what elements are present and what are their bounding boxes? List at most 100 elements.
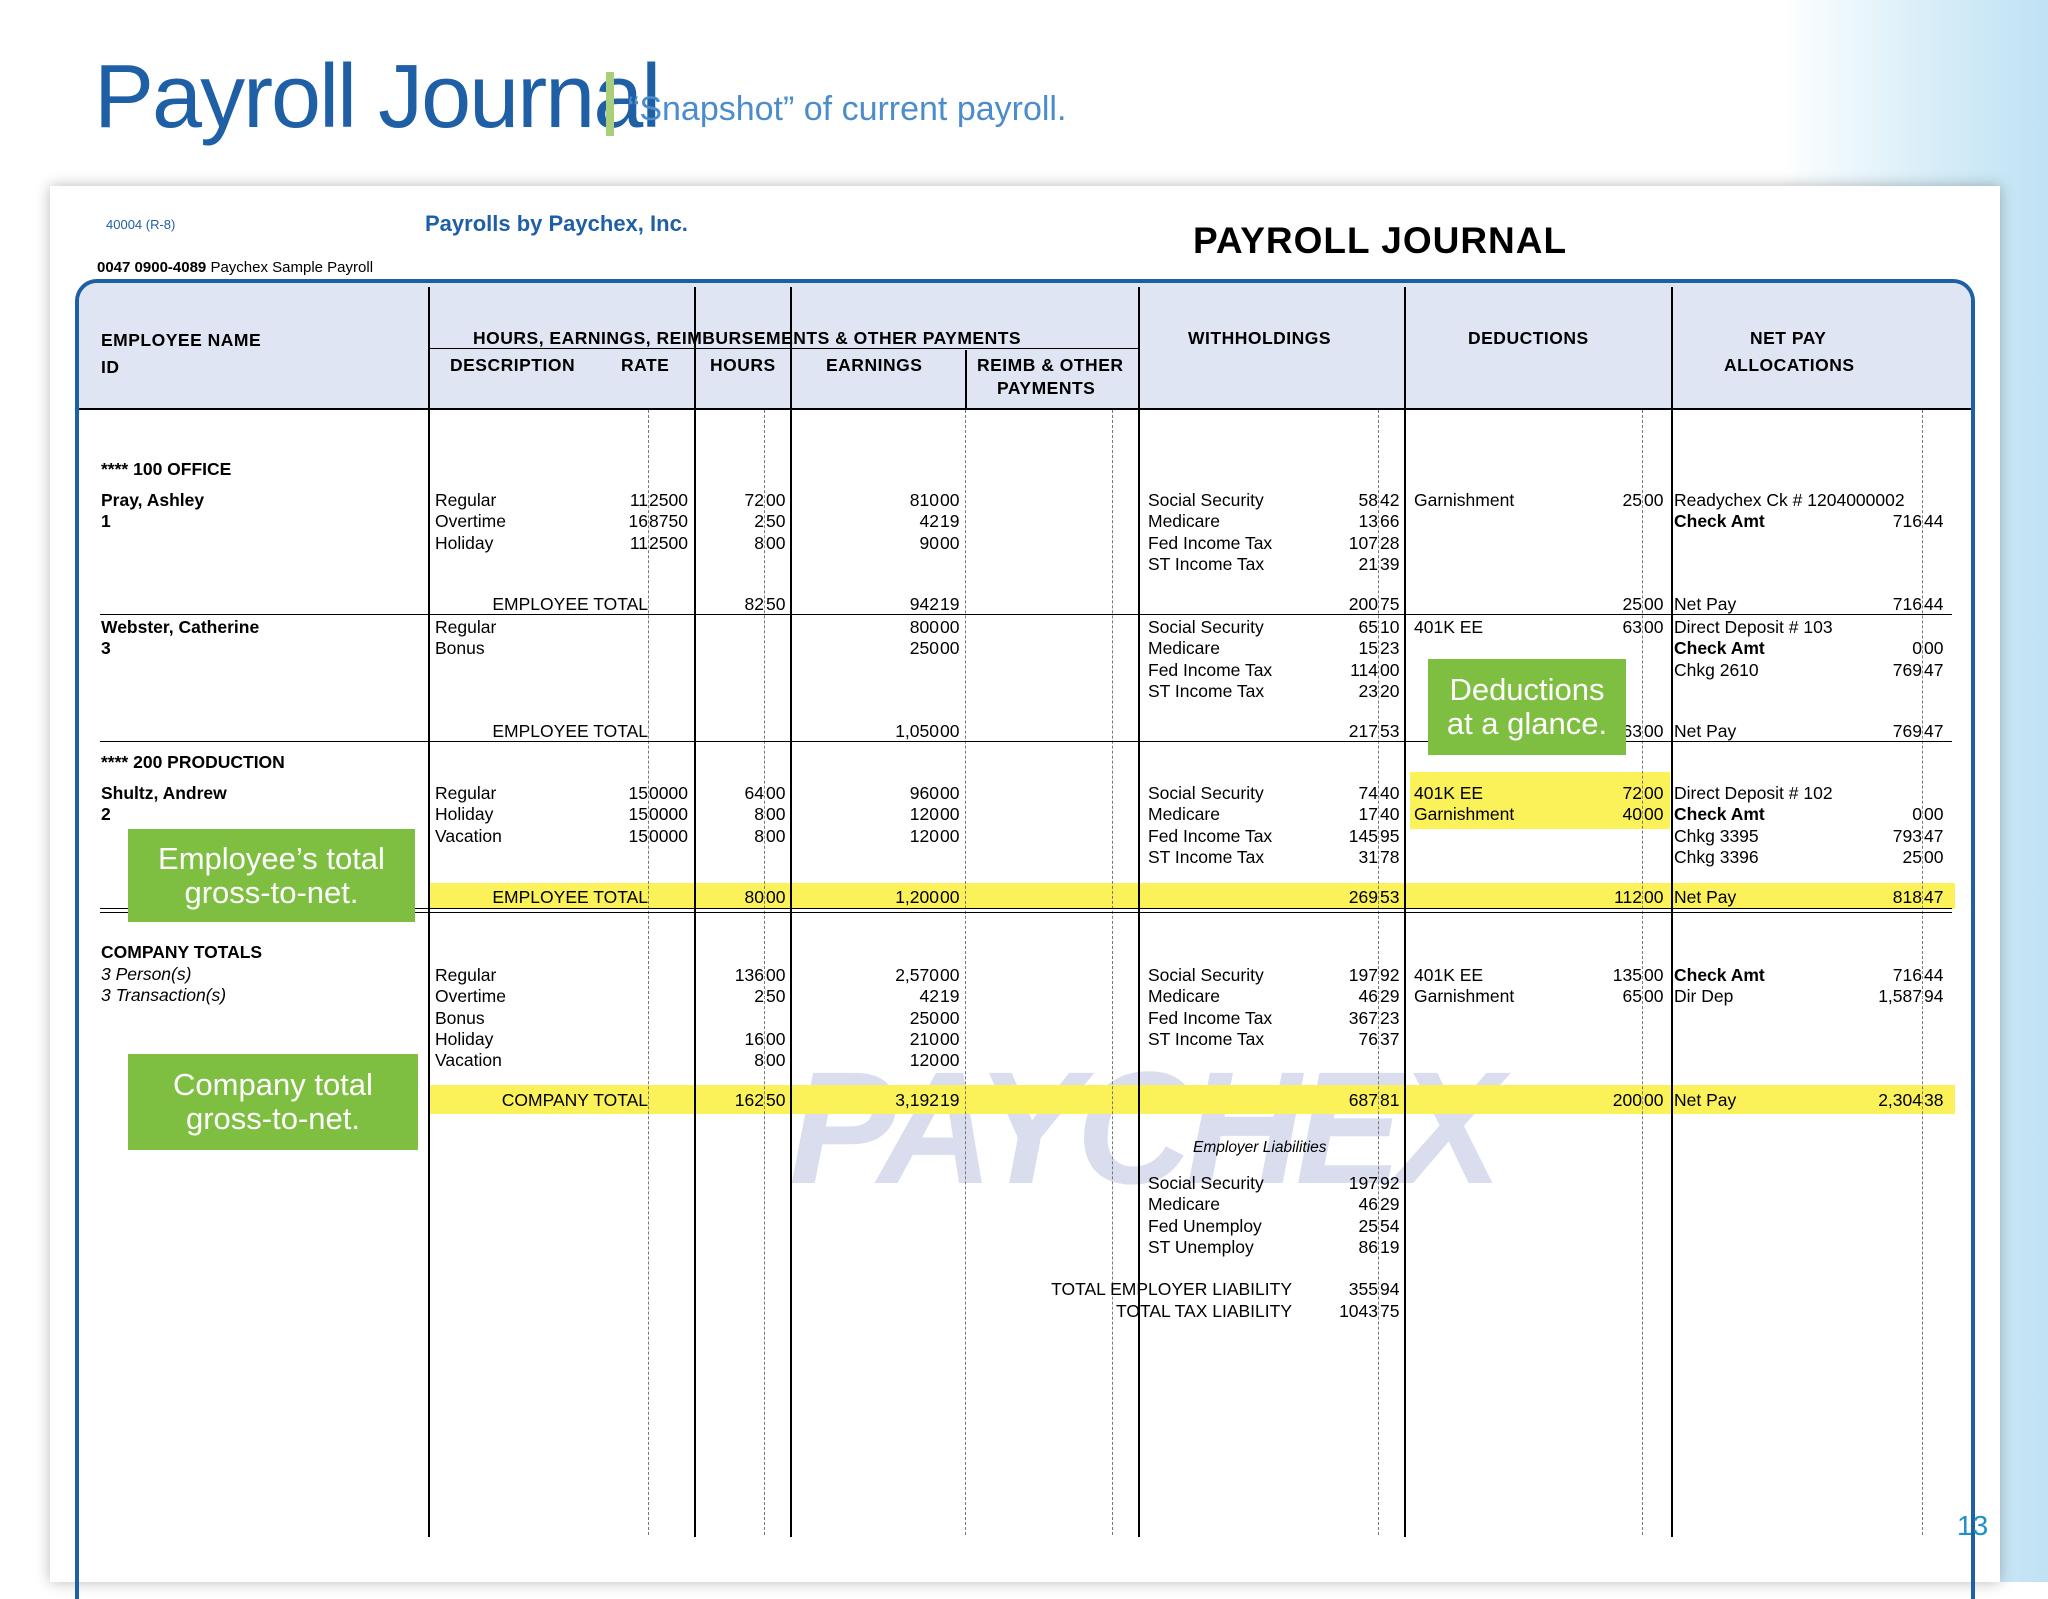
total-tax-liability-label: TOTAL TAX LIABILITY bbox=[1115, 1301, 1292, 1321]
table-header bbox=[79, 283, 1971, 410]
highlight-deductions bbox=[1410, 772, 1670, 829]
total-earnings-dec: 00 bbox=[940, 887, 960, 907]
watermark-logo: PAYCHEX bbox=[789, 1038, 1503, 1217]
header-subcolumn-rule bbox=[694, 350, 696, 410]
withholding-amount-dec: 95 bbox=[1380, 825, 1400, 846]
earning-amount-dec: 00 bbox=[940, 1050, 960, 1071]
earning-amount-dec: 00 bbox=[940, 617, 960, 637]
net-pay-allocation: Chkg 2610 bbox=[1674, 659, 1759, 680]
withholding-label: ST Income Tax bbox=[1148, 553, 1265, 574]
net-pay-allocation: Direct Deposit # 102 bbox=[1674, 783, 1833, 803]
company-total-net-pay-dec: 38 bbox=[1924, 1090, 1944, 1110]
earning-hours-int: 8 bbox=[754, 532, 764, 553]
total-earnings-dec: 19 bbox=[940, 594, 960, 614]
earning-hours-int: 136 bbox=[734, 965, 764, 985]
earning-amount-int: 2,570 bbox=[895, 965, 939, 985]
net-pay-label: Net Pay bbox=[1674, 887, 1737, 907]
withholding-amount-int: 367 bbox=[1348, 1007, 1378, 1028]
total-withholdings-int: 269 bbox=[1348, 887, 1378, 907]
earning-amount-dec: 00 bbox=[940, 783, 960, 803]
liability-amount-int: 197 bbox=[1348, 1173, 1378, 1193]
withholding-label: Social Security bbox=[1148, 783, 1264, 803]
column-header-employee-name: EMPLOYEE NAME bbox=[101, 330, 262, 350]
withholding-amount-dec: 40 bbox=[1380, 783, 1400, 803]
employee-id: 3 bbox=[101, 638, 111, 658]
net-pay-allocation: Chkg 3396 bbox=[1674, 846, 1759, 867]
callout-company-total: Company total gross-to-net. bbox=[128, 1054, 418, 1150]
total-earnings-dec: 00 bbox=[940, 721, 960, 741]
earning-amount-int: 210 bbox=[909, 1028, 939, 1049]
title-divider bbox=[606, 72, 614, 136]
liability-label: Fed Unemploy bbox=[1148, 1215, 1262, 1236]
withholding-amount-int: 197 bbox=[1348, 965, 1378, 985]
column-header-reimb: REIMB & OTHER bbox=[977, 355, 1124, 375]
employee-name: Webster, Catherine bbox=[101, 617, 260, 637]
report-sheet: 40004 (R-8) Payrolls by Paychex, Inc. PA… bbox=[50, 186, 2000, 1599]
earning-rate-int: 16 bbox=[628, 511, 648, 532]
total-hours-dec: 00 bbox=[766, 887, 786, 907]
deduction-amount-dec: 00 bbox=[1644, 783, 1664, 803]
company-totals-heading: COMPANY TOTALS bbox=[101, 942, 263, 962]
withholding-amount-int: 13 bbox=[1358, 511, 1378, 532]
earning-amount-int: 120 bbox=[909, 825, 939, 846]
earning-amount-dec: 00 bbox=[940, 1028, 960, 1049]
company-total-withholdings-dec: 81 bbox=[1380, 1090, 1400, 1110]
callout-line: Employee’s total bbox=[158, 840, 385, 876]
page-title: Payroll Journal bbox=[94, 47, 661, 147]
earning-description: Regular bbox=[435, 783, 497, 803]
highlight-company-total bbox=[430, 1085, 1955, 1114]
withholding-amount-int: 65 bbox=[1358, 617, 1378, 637]
liability-label: Social Security bbox=[1148, 1173, 1264, 1193]
net-pay-allocation: Dir Dep bbox=[1674, 986, 1734, 1007]
company-persons: 3 Person(s) bbox=[101, 964, 192, 984]
employee-separator bbox=[100, 741, 1952, 742]
total-net-pay-int: 818 bbox=[1892, 887, 1922, 907]
deduction-label: Garnishment bbox=[1414, 804, 1515, 825]
withholding-amount-dec: 78 bbox=[1380, 846, 1400, 867]
total-deductions-dec: 00 bbox=[1644, 594, 1664, 614]
net-pay-amount-dec: 00 bbox=[1924, 638, 1944, 659]
withholding-label: Social Security bbox=[1148, 617, 1264, 637]
earning-hours-dec: 00 bbox=[766, 825, 786, 846]
earning-amount-int: 90 bbox=[919, 532, 939, 553]
earning-hours-int: 2 bbox=[754, 986, 764, 1007]
total-net-pay-dec: 47 bbox=[1924, 887, 1944, 907]
earning-description: Holiday bbox=[435, 532, 494, 553]
column-header-description: DESCRIPTION bbox=[450, 355, 576, 375]
net-pay-allocation: Chkg 3395 bbox=[1674, 825, 1759, 846]
earning-description: Bonus bbox=[435, 1007, 485, 1028]
report-title: PAYROLL JOURNAL bbox=[1193, 220, 1568, 261]
earning-amount-int: 42 bbox=[919, 986, 939, 1007]
net-pay-allocation: Check Amt bbox=[1674, 965, 1765, 985]
company-total-earnings-dec: 19 bbox=[940, 1090, 960, 1110]
callout-line: Company total bbox=[173, 1067, 373, 1102]
employee-id: 1 bbox=[101, 511, 111, 531]
net-pay-label: Net Pay bbox=[1674, 1090, 1737, 1110]
withholding-amount-dec: 92 bbox=[1380, 965, 1400, 985]
total-net-pay-int: 769 bbox=[1892, 721, 1922, 741]
net-pay-amount-dec: 00 bbox=[1924, 804, 1944, 825]
total-hours-int: 80 bbox=[744, 887, 764, 907]
earning-description: Bonus bbox=[435, 638, 485, 659]
withholding-amount-dec: 23 bbox=[1380, 638, 1400, 659]
page-number: 13 bbox=[1957, 1510, 1989, 1541]
column-header-id: ID bbox=[101, 357, 120, 377]
total-deductions-dec: 00 bbox=[1644, 887, 1664, 907]
total-earnings-int: 1,200 bbox=[895, 887, 939, 907]
net-pay-amount-dec: 44 bbox=[1924, 511, 1944, 532]
earning-description: Vacation bbox=[435, 825, 502, 846]
total-employer-liability-int: 355 bbox=[1348, 1279, 1378, 1299]
earning-hours-int: 16 bbox=[744, 1028, 764, 1049]
account-name: Paychex Sample Payroll bbox=[210, 259, 374, 276]
total-tax-liability-dec: 75 bbox=[1380, 1301, 1400, 1321]
employer-liabilities-heading: Employer Liabilities bbox=[1193, 1139, 1327, 1156]
withholding-label: Medicare bbox=[1148, 804, 1220, 825]
earning-amount-dec: 00 bbox=[940, 638, 960, 659]
net-pay-label: Net Pay bbox=[1674, 594, 1737, 614]
earning-description: Regular bbox=[435, 617, 497, 637]
deduction-amount-dec: 00 bbox=[1644, 986, 1664, 1007]
withholding-amount-dec: 29 bbox=[1380, 986, 1400, 1007]
total-employer-liability-label: TOTAL EMPLOYER LIABILITY bbox=[1051, 1279, 1292, 1299]
earning-hours-dec: 00 bbox=[766, 965, 786, 985]
withholding-amount-int: 46 bbox=[1358, 986, 1378, 1007]
